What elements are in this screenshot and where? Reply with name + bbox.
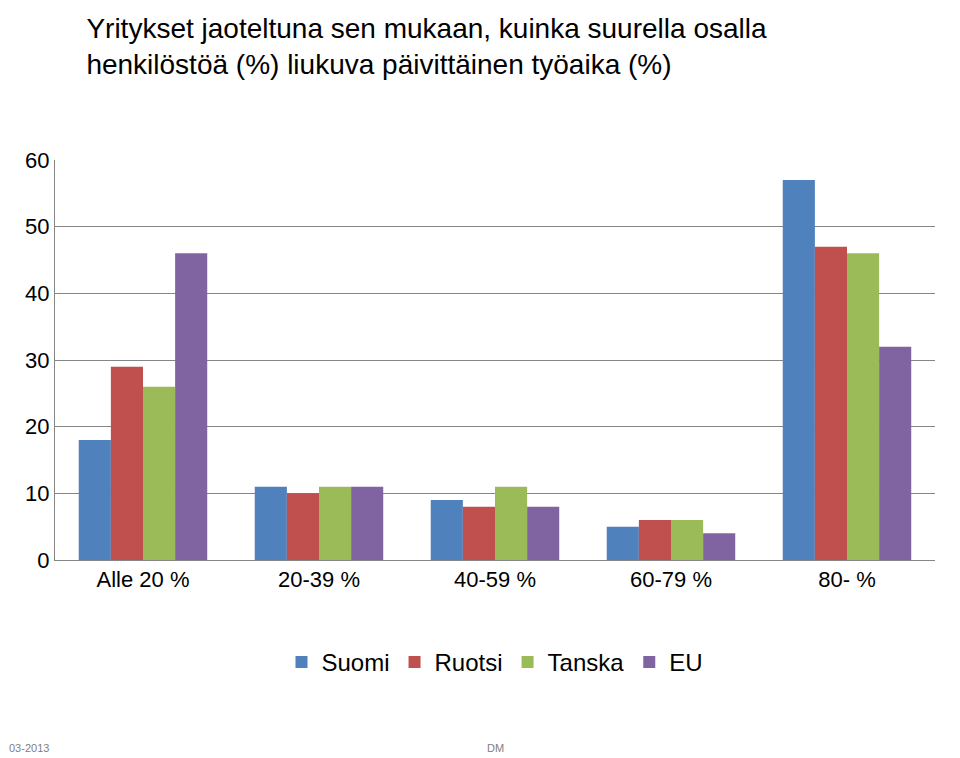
svg-text:80- %: 80- %: [818, 567, 875, 592]
svg-text:60-79 %: 60-79 %: [630, 567, 712, 592]
svg-text:Alle 20 %: Alle 20 %: [97, 567, 190, 592]
svg-text:03-2013: 03-2013: [9, 742, 49, 754]
svg-text:Tanska: Tanska: [548, 649, 625, 676]
svg-text:20: 20: [25, 414, 49, 439]
svg-text:10: 10: [25, 481, 49, 506]
svg-text:Suomi: Suomi: [322, 649, 390, 676]
svg-text:DM: DM: [487, 742, 504, 754]
svg-text:50: 50: [25, 214, 49, 239]
svg-text:30: 30: [25, 348, 49, 373]
svg-text:Ruotsi: Ruotsi: [435, 649, 503, 676]
svg-text:40: 40: [25, 281, 49, 306]
svg-text:0: 0: [37, 548, 49, 573]
svg-text:20-39 %: 20-39 %: [278, 567, 360, 592]
svg-text:60: 60: [25, 148, 49, 173]
svg-text:40-59 %: 40-59 %: [454, 567, 536, 592]
svg-text:Yritykset jaoteltuna sen mukaa: Yritykset jaoteltuna sen mukaan, kuinka …: [86, 13, 767, 80]
svg-text:EU: EU: [669, 649, 702, 676]
